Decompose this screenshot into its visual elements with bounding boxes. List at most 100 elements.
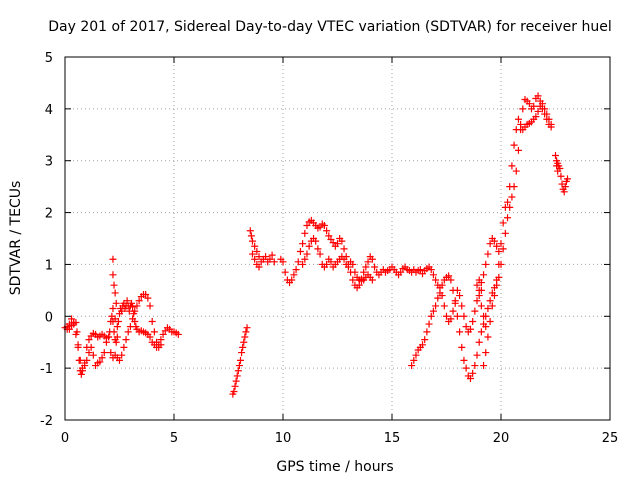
data-point bbox=[460, 356, 468, 364]
data-point bbox=[501, 229, 509, 237]
data-point bbox=[525, 100, 533, 108]
data-point bbox=[501, 203, 509, 211]
data-point bbox=[133, 302, 141, 310]
data-point bbox=[456, 292, 464, 300]
data-point bbox=[320, 222, 328, 230]
x-tick-label: 0 bbox=[61, 431, 69, 446]
data-point bbox=[514, 115, 522, 123]
x-tick-label: 10 bbox=[275, 431, 292, 446]
data-point bbox=[109, 305, 117, 313]
data-point bbox=[477, 302, 485, 310]
data-point bbox=[109, 271, 117, 279]
data-point bbox=[563, 175, 571, 183]
data-point bbox=[146, 333, 154, 341]
data-point bbox=[344, 263, 352, 271]
data-point bbox=[449, 307, 457, 315]
data-point bbox=[557, 172, 565, 180]
data-point bbox=[458, 302, 466, 310]
y-tick-label: 5 bbox=[45, 51, 53, 66]
data-point bbox=[148, 317, 156, 325]
data-point bbox=[248, 250, 256, 258]
data-point bbox=[131, 307, 139, 315]
data-point bbox=[349, 260, 357, 268]
data-point bbox=[469, 369, 477, 377]
data-point bbox=[266, 255, 274, 263]
data-point bbox=[434, 294, 442, 302]
data-point bbox=[423, 328, 431, 336]
data-point bbox=[150, 328, 158, 336]
data-point bbox=[85, 349, 93, 357]
data-point bbox=[497, 240, 505, 248]
data-point bbox=[364, 258, 372, 266]
data-point bbox=[368, 255, 376, 263]
data-point bbox=[240, 338, 248, 346]
data-point bbox=[70, 319, 78, 327]
data-point bbox=[296, 247, 304, 255]
data-point bbox=[484, 333, 492, 341]
data-point bbox=[111, 289, 119, 297]
data-point bbox=[349, 276, 357, 284]
data-point bbox=[129, 315, 137, 323]
data-point bbox=[484, 305, 492, 313]
data-point bbox=[234, 367, 242, 375]
y-tick-label: 1 bbox=[45, 258, 53, 273]
y-tick-label: 4 bbox=[45, 103, 53, 118]
data-point bbox=[236, 356, 244, 364]
data-point bbox=[445, 272, 453, 280]
data-point bbox=[232, 377, 240, 385]
data-point bbox=[72, 330, 80, 338]
plot-frame bbox=[64, 56, 611, 421]
data-point bbox=[412, 351, 420, 359]
data-point bbox=[340, 255, 348, 263]
data-point bbox=[323, 227, 331, 235]
data-point bbox=[281, 268, 289, 276]
data-point bbox=[146, 302, 154, 310]
data-point bbox=[329, 239, 337, 247]
data-point bbox=[532, 113, 540, 121]
data-point bbox=[292, 266, 300, 274]
data-point bbox=[65, 320, 73, 328]
data-point bbox=[314, 245, 322, 253]
data-point bbox=[490, 237, 498, 245]
data-point bbox=[554, 167, 562, 175]
data-point bbox=[490, 292, 498, 300]
data-point bbox=[294, 258, 302, 266]
data-point bbox=[110, 328, 118, 336]
data-point bbox=[231, 382, 239, 390]
data-point bbox=[334, 240, 341, 248]
data-point bbox=[351, 268, 359, 276]
data-point bbox=[290, 271, 298, 279]
data-point bbox=[495, 247, 503, 255]
data-point bbox=[116, 356, 123, 364]
data-point bbox=[480, 312, 488, 320]
data-point bbox=[480, 271, 488, 279]
data-point bbox=[68, 315, 76, 323]
data-point bbox=[499, 219, 507, 227]
data-point bbox=[239, 343, 247, 351]
data-point bbox=[279, 258, 287, 266]
data-point bbox=[486, 317, 494, 325]
data-point bbox=[504, 198, 512, 206]
data-point bbox=[514, 146, 522, 154]
data-point bbox=[473, 281, 481, 289]
data-point bbox=[438, 281, 446, 289]
data-point bbox=[462, 323, 470, 331]
axis-ticks: 0 5 10 15 20 25 -2 -1 0 1 2 3 4 5 bbox=[40, 51, 618, 446]
data-point bbox=[327, 258, 335, 266]
data-point bbox=[460, 312, 468, 320]
data-point bbox=[408, 362, 416, 370]
data-point bbox=[561, 183, 569, 191]
data-point bbox=[118, 351, 126, 359]
data-point bbox=[458, 343, 466, 351]
data-point bbox=[475, 276, 483, 284]
data-point bbox=[129, 303, 137, 311]
data-point bbox=[323, 260, 331, 268]
data-point bbox=[303, 222, 311, 230]
data-point bbox=[475, 292, 483, 300]
x-tick-label: 15 bbox=[384, 431, 401, 446]
data-point bbox=[174, 330, 182, 338]
data-point bbox=[98, 354, 106, 362]
x-axis-label: GPS time / hours bbox=[276, 459, 393, 475]
data-point bbox=[107, 349, 115, 357]
